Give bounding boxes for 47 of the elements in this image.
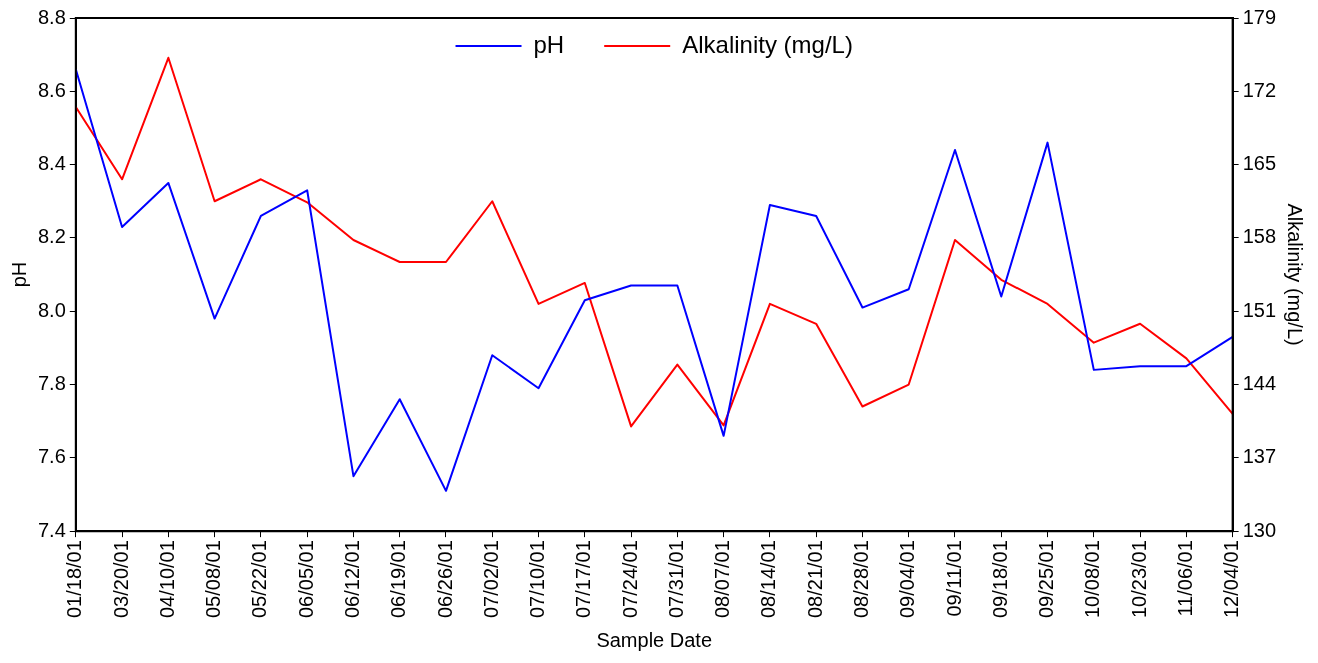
y-tick-label: 7.4: [37, 518, 66, 541]
y2-tick-label: 158: [1242, 225, 1277, 248]
x-tick-label: 06/12/01: [340, 540, 363, 619]
x-tick-label: 05/22/01: [248, 540, 271, 619]
x-tick-label: 11/06/01: [1173, 540, 1196, 617]
y2-tick-label: 179: [1242, 5, 1277, 28]
legend-label: Alkalinity (mg/L): [682, 30, 853, 58]
y-tick-label: 7.8: [37, 372, 66, 395]
y-tick-label: 7.6: [37, 445, 66, 468]
y-axis-title: pH: [7, 261, 30, 288]
x-tick-label: 08/28/01: [849, 540, 872, 619]
x-tick-label: 07/10/01: [526, 540, 549, 619]
x-tick-label: 07/02/01: [479, 540, 502, 619]
x-tick-label: 06/05/01: [294, 540, 317, 619]
x-tick-label: 08/21/01: [803, 540, 826, 619]
y2-tick-label: 165: [1242, 152, 1277, 175]
x-tick-label: 07/17/01: [572, 540, 595, 619]
y-tick-label: 8.8: [37, 5, 66, 28]
y-tick-label: 8.0: [37, 298, 66, 321]
y2-tick-label: 144: [1242, 372, 1277, 395]
x-axis-title: Sample Date: [596, 628, 713, 651]
x-tick-label: 07/24/01: [618, 540, 641, 619]
y2-tick-label: 130: [1242, 518, 1277, 541]
y2-axis-title: Alkalinity (mg/L): [1284, 203, 1307, 346]
x-tick-label: 10/08/01: [1081, 540, 1104, 619]
x-tick-label: 09/11/01: [942, 540, 965, 617]
x-tick-label: 01/18/01: [63, 540, 86, 619]
x-tick-label: 12/04/01: [1220, 540, 1243, 619]
x-tick-label: 03/20/01: [109, 540, 132, 619]
y2-tick-label: 172: [1242, 78, 1277, 101]
x-tick-label: 08/07/01: [711, 540, 734, 619]
x-tick-label: 09/25/01: [1035, 540, 1058, 619]
y2-tick-label: 137: [1242, 445, 1277, 468]
y-tick-label: 8.4: [37, 152, 66, 175]
x-tick-label: 09/18/01: [988, 540, 1011, 619]
x-tick-label: 09/04/01: [896, 540, 919, 619]
legend-label: pH: [533, 30, 565, 58]
x-tick-label: 10/23/01: [1127, 540, 1150, 619]
x-tick-label: 06/19/01: [387, 540, 410, 619]
x-tick-label: 06/26/01: [433, 540, 456, 619]
x-tick-label: 04/10/01: [155, 540, 178, 619]
y-tick-label: 8.2: [37, 225, 66, 248]
x-tick-label: 07/31/01: [664, 540, 687, 619]
x-tick-label: 08/14/01: [757, 540, 780, 619]
x-tick-label: 05/08/01: [202, 540, 225, 619]
y-tick-label: 8.6: [37, 78, 66, 101]
y2-tick-label: 151: [1242, 298, 1277, 321]
